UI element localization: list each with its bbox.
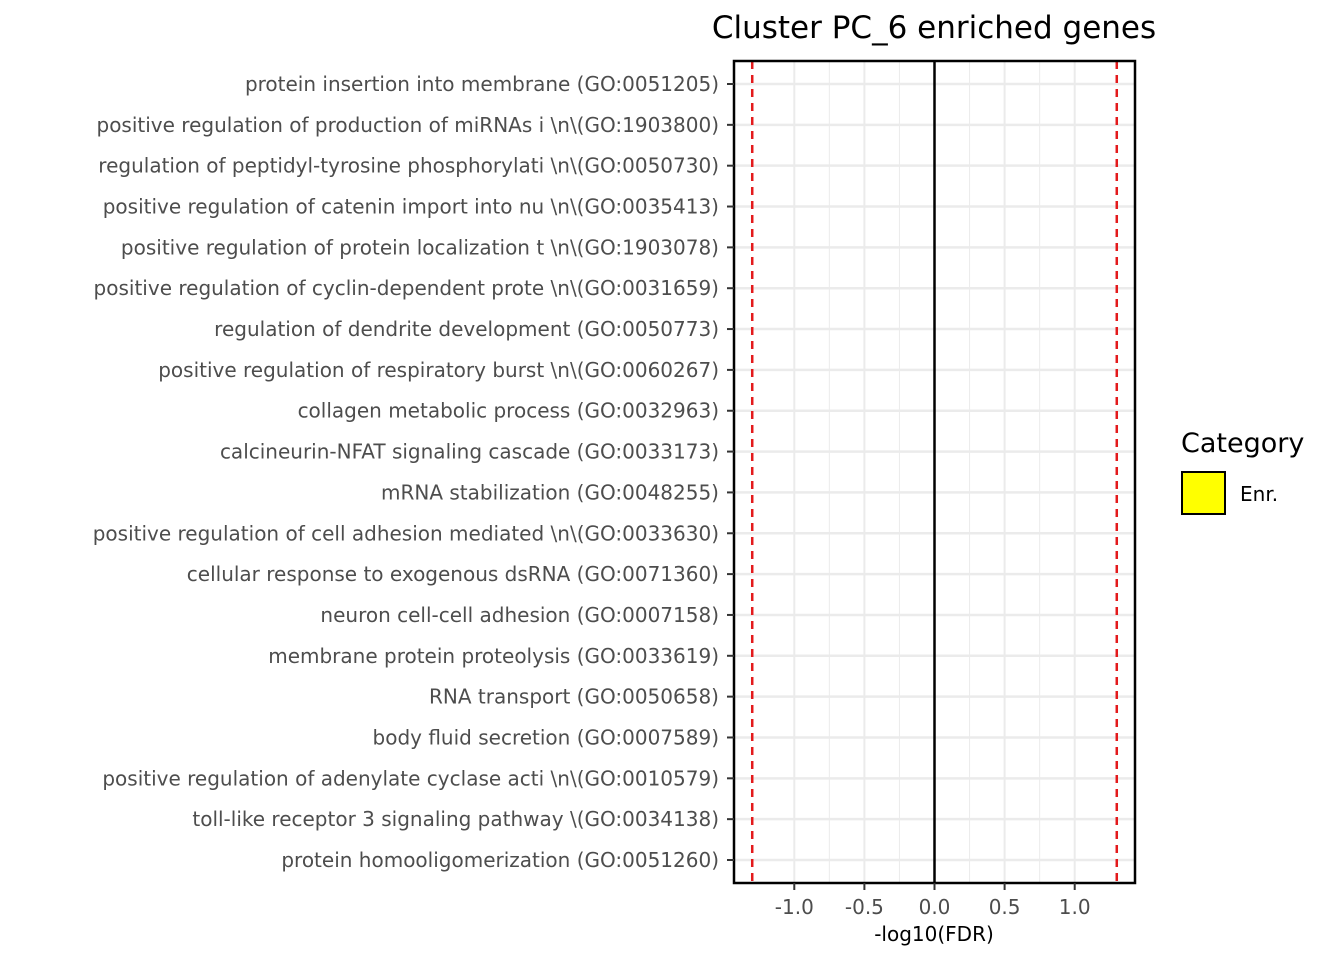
y-tick-label: protein homooligomerization (GO:0051260) (281, 848, 719, 872)
y-tick-label: collagen metabolic process (GO:0032963) (298, 399, 719, 423)
legend: Category Enr. (1181, 428, 1304, 515)
y-tick-label: calcineurin-NFAT signaling cascade (GO:0… (220, 440, 719, 464)
y-axis-labels: protein insertion into membrane (GO:0051… (93, 72, 734, 872)
y-tick-label: neuron cell-cell adhesion (GO:0007158) (320, 603, 719, 627)
y-tick-label: positive regulation of catenin import in… (103, 195, 719, 219)
y-tick-label: cellular response to exogenous dsRNA (GO… (187, 562, 719, 586)
legend-label-enr: Enr. (1240, 482, 1278, 506)
y-tick-label: regulation of peptidyl-tyrosine phosphor… (98, 154, 719, 178)
x-tick-label: 1.0 (1059, 895, 1091, 919)
y-tick-label: positive regulation of adenylate cyclase… (102, 766, 719, 790)
y-tick-label: mRNA stabilization (GO:0048255) (381, 480, 719, 504)
x-axis-ticks: -1.0 -0.5 0.0 0.5 1.0 (775, 883, 1091, 919)
legend-key-enr (1181, 471, 1226, 515)
y-tick-label: regulation of dendrite development (GO:0… (214, 317, 719, 341)
chart-title: Cluster PC_6 enriched genes (712, 10, 1156, 46)
x-tick-label: 0.5 (989, 895, 1021, 919)
y-tick-label: toll-like receptor 3 signaling pathway \… (192, 807, 719, 831)
y-tick-label: positive regulation of respiratory burst… (158, 358, 719, 382)
y-tick-label: body fluid secretion (GO:0007589) (373, 725, 719, 749)
legend-title: Category (1181, 428, 1304, 459)
x-tick-label: 0.0 (919, 895, 951, 919)
x-tick-label: -0.5 (845, 895, 884, 919)
y-tick-label: positive regulation of protein localizat… (121, 235, 719, 259)
x-axis-title: -log10(FDR) (874, 922, 994, 946)
y-tick-label: positive regulation of production of miR… (97, 113, 720, 137)
reference-lines (750, 61, 1119, 883)
y-tick-label: positive regulation of cyclin-dependent … (94, 276, 719, 300)
y-tick-label: positive regulation of cell adhesion med… (93, 521, 719, 545)
x-tick-label: -1.0 (775, 895, 814, 919)
y-tick-label: membrane protein proteolysis (GO:0033619… (268, 644, 719, 668)
y-tick-label: RNA transport (GO:0050658) (429, 685, 719, 709)
y-tick-label: protein insertion into membrane (GO:0051… (245, 72, 719, 96)
